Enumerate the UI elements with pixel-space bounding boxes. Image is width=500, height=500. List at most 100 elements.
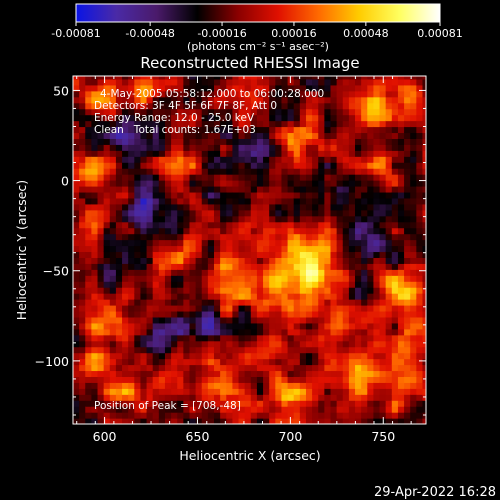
- heatmap-cell: [128, 322, 135, 330]
- heatmap-cell: [336, 191, 344, 199]
- heatmap-cell: [269, 340, 276, 348]
- heatmap-cell: [183, 150, 191, 157]
- heatmap-cell: [189, 406, 197, 413]
- heatmap-cell: [207, 251, 215, 258]
- heatmap-cell: [348, 299, 356, 306]
- heatmap-cell: [214, 180, 221, 187]
- heatmap-cell: [128, 275, 135, 282]
- heatmap-cell: [140, 316, 148, 324]
- heatmap-cell: [158, 84, 166, 92]
- heatmap-cell: [122, 138, 129, 145]
- heatmap-cell: [361, 162, 368, 169]
- heatmap-cell: [391, 245, 399, 253]
- heatmap-cell: [109, 257, 117, 264]
- heatmap-cell: [299, 400, 307, 407]
- heatmap-cell: [244, 418, 252, 424]
- heatmap-cell: [73, 114, 80, 122]
- heatmap-cell: [312, 269, 319, 276]
- heatmap-cell: [195, 412, 203, 419]
- heatmap-cell: [226, 358, 234, 366]
- heatmap-cell: [330, 418, 338, 424]
- heatmap-cell: [379, 221, 387, 229]
- heatmap-cell: [183, 251, 191, 258]
- heatmap-cell: [183, 102, 191, 110]
- heatmap-cell: [214, 239, 221, 247]
- heatmap-cell: [293, 180, 301, 187]
- heatmap-cell: [379, 334, 387, 342]
- heatmap-cell: [373, 376, 381, 383]
- heatmap-cell: [318, 358, 325, 366]
- heatmap-cell: [189, 90, 197, 98]
- heatmap-cell: [97, 78, 105, 86]
- heatmap-cell: [312, 328, 319, 336]
- heatmap-cell: [422, 251, 426, 258]
- heatmap-cell: [293, 233, 301, 241]
- heatmap-cell: [373, 84, 381, 92]
- heatmap-cell: [404, 358, 411, 366]
- heatmap-cell: [385, 227, 393, 235]
- heatmap-cell: [140, 328, 148, 336]
- heatmap-cell: [164, 126, 172, 134]
- annotation-peak-position: Position of Peak = [708,-48]: [94, 400, 241, 412]
- heatmap-cell: [318, 96, 325, 104]
- heatmap-cell: [140, 174, 148, 181]
- heatmap-cell: [97, 287, 105, 294]
- heatmap-cell: [146, 114, 154, 122]
- heatmap-cell: [232, 156, 240, 163]
- heatmap-cell: [355, 299, 362, 306]
- heatmap-cell: [256, 388, 264, 395]
- heatmap-cell: [214, 406, 221, 413]
- heatmap-cell: [263, 281, 270, 288]
- y-tick-label: 0: [61, 174, 69, 189]
- heatmap-cell: [134, 322, 142, 330]
- heatmap-cell: [355, 334, 362, 342]
- heatmap-cell: [342, 316, 350, 324]
- heatmap-cell: [416, 358, 424, 366]
- heatmap-cell: [416, 215, 424, 223]
- heatmap-cell: [244, 150, 252, 157]
- heatmap-cell: [379, 180, 387, 187]
- heatmap-cell: [152, 334, 160, 342]
- heatmap-cell: [299, 120, 307, 128]
- heatmap-cell: [367, 84, 375, 92]
- heatmap-cell: [373, 346, 381, 354]
- heatmap-cell: [397, 239, 405, 247]
- heatmap-cell: [79, 76, 86, 80]
- heatmap-cell: [348, 275, 356, 282]
- heatmap-cell: [244, 96, 252, 104]
- heatmap-cell: [207, 227, 215, 235]
- heatmap-cell: [177, 334, 184, 342]
- heatmap-cell: [207, 96, 215, 104]
- heatmap-cell: [146, 346, 154, 354]
- heatmap-cell: [97, 406, 105, 413]
- heatmap-cell: [287, 412, 295, 419]
- heatmap-cell: [287, 388, 295, 395]
- heatmap-cell: [220, 388, 227, 395]
- heatmap-cell: [238, 406, 246, 413]
- heatmap-cell: [416, 322, 424, 330]
- heatmap-cell: [250, 382, 258, 389]
- heatmap-cell: [250, 96, 258, 104]
- heatmap-cell: [379, 138, 387, 145]
- heatmap-cell: [397, 352, 405, 360]
- heatmap-cell: [103, 191, 111, 199]
- heatmap-cell: [115, 394, 123, 401]
- heatmap-cell: [232, 304, 240, 312]
- heatmap-cell: [115, 84, 123, 92]
- heatmap-cell: [391, 412, 399, 419]
- heatmap-cell: [287, 78, 295, 86]
- heatmap-cell: [164, 239, 172, 247]
- heatmap-cell: [342, 400, 350, 407]
- heatmap-cell: [189, 102, 197, 110]
- heatmap-cell: [79, 281, 86, 288]
- heatmap-cell: [397, 108, 405, 116]
- heatmap-cell: [171, 185, 178, 193]
- heatmap-cell: [281, 108, 289, 116]
- heatmap-cell: [263, 316, 270, 324]
- heatmap-cell: [373, 90, 381, 98]
- heatmap-cell: [97, 227, 105, 235]
- heatmap-cell: [348, 328, 356, 336]
- heatmap-cell: [287, 174, 295, 181]
- heatmap-cell: [214, 221, 221, 229]
- x-axis-label: Heliocentric X (arcsec): [179, 448, 320, 463]
